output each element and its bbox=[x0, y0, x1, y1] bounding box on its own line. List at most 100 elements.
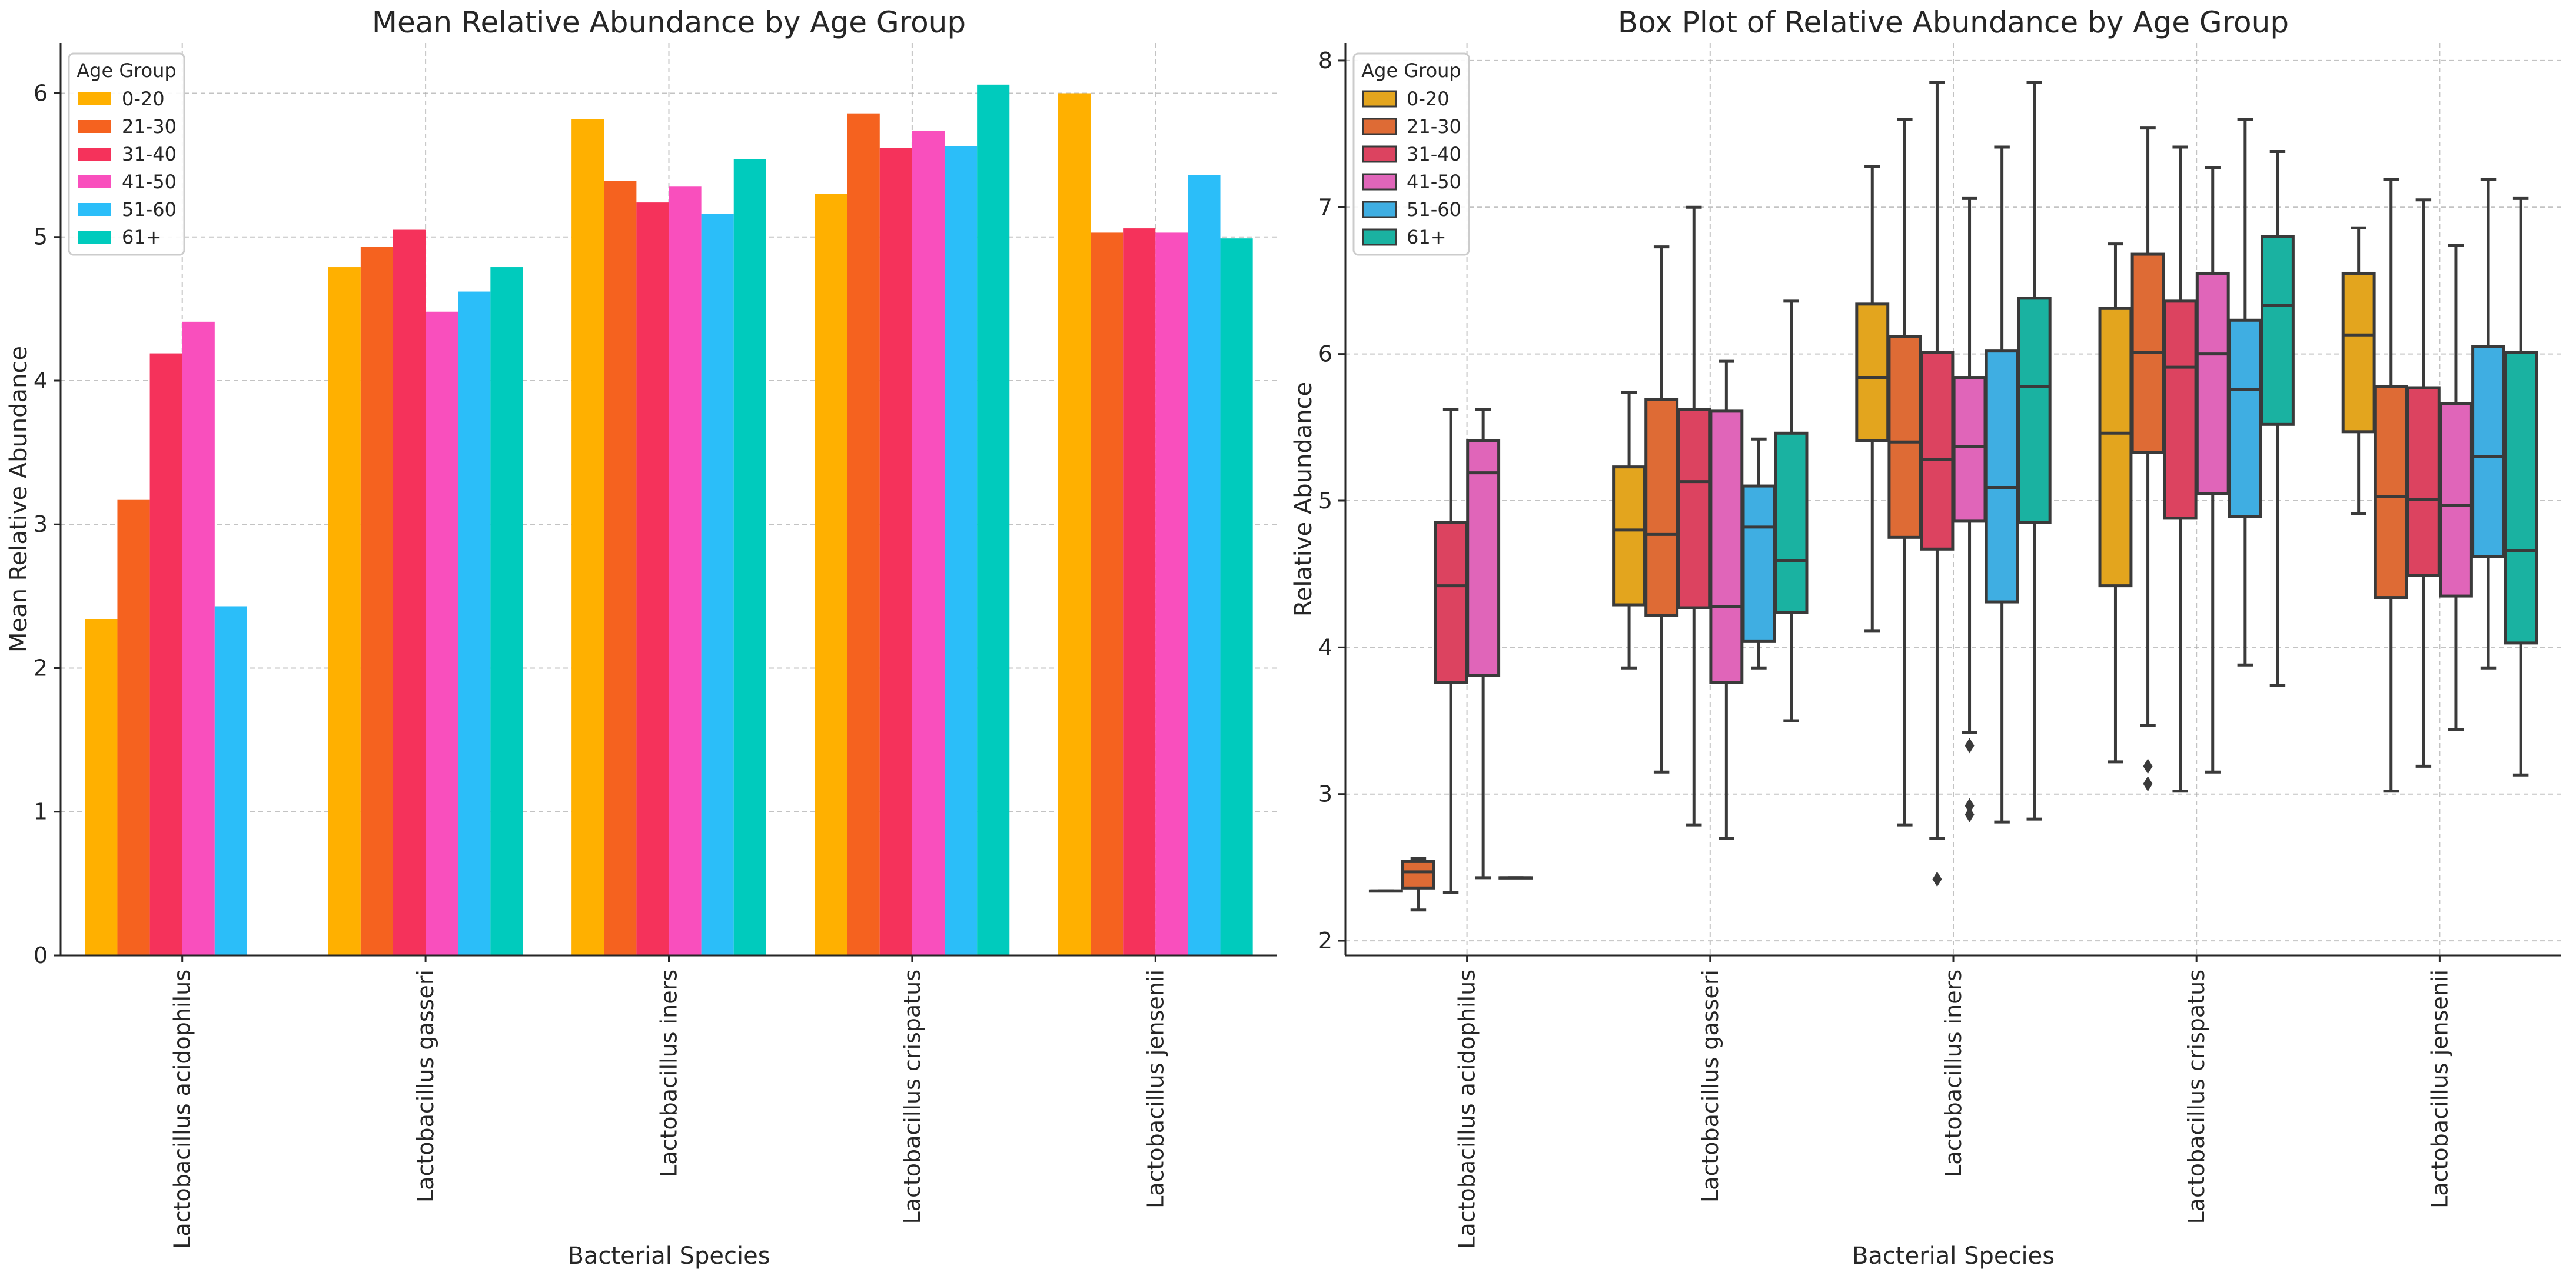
box-body bbox=[2504, 351, 2538, 645]
box bbox=[1677, 205, 1711, 827]
y-tick-label: 3 bbox=[34, 511, 48, 537]
box-body bbox=[1985, 349, 2019, 604]
outlier-point bbox=[2143, 776, 2153, 792]
legend-label: 0-20 bbox=[1407, 88, 1450, 110]
bar bbox=[669, 186, 702, 956]
legend-label: 61+ bbox=[122, 226, 162, 248]
box-body bbox=[1855, 302, 1890, 442]
bar bbox=[1091, 232, 1124, 955]
bar bbox=[117, 499, 150, 955]
legend-title: Age Group bbox=[77, 59, 176, 82]
y-tick-label: 4 bbox=[34, 368, 48, 394]
x-tick-label: Lactobacillus jensenii bbox=[1142, 970, 1168, 1208]
outlier-point bbox=[1965, 807, 1975, 822]
legend-label: 31-40 bbox=[122, 143, 177, 165]
legend-title: Age Group bbox=[1361, 59, 1461, 82]
y-tick-label: 5 bbox=[34, 224, 48, 250]
outlier-point bbox=[2143, 758, 2153, 774]
x-tick-label: Lactobacillus jensenii bbox=[2427, 970, 2452, 1208]
bar bbox=[490, 267, 523, 955]
bar bbox=[733, 159, 766, 955]
bar bbox=[393, 229, 426, 955]
y-tick-label: 3 bbox=[1318, 781, 1332, 807]
box-body bbox=[1741, 484, 1776, 643]
legend-swatch bbox=[1362, 228, 1397, 246]
bar bbox=[1155, 232, 1188, 955]
bar bbox=[458, 291, 491, 955]
bar bbox=[85, 619, 118, 955]
legend-label: 41-50 bbox=[122, 171, 177, 193]
legend-label: 21-30 bbox=[1407, 115, 1461, 138]
x-tick-label: Lactobacillus crispatus bbox=[2183, 970, 2209, 1224]
x-tick-label: Lactobacillus iners bbox=[656, 970, 682, 1177]
legend-swatch bbox=[78, 120, 111, 133]
box-body bbox=[1612, 465, 1647, 607]
bar bbox=[149, 353, 182, 955]
box bbox=[1466, 408, 1501, 880]
x-tick-label: Lactobacillus acidophilus bbox=[1454, 970, 1480, 1249]
box-body bbox=[1709, 409, 1744, 684]
box bbox=[2341, 226, 2376, 515]
legend-label: 0-20 bbox=[122, 88, 165, 110]
box-body bbox=[2017, 297, 2052, 524]
y-tick-label: 7 bbox=[1318, 194, 1332, 220]
legend-label: 41-50 bbox=[1407, 171, 1461, 193]
legend-swatch bbox=[1362, 145, 1397, 163]
x-tick-label: Lactobacillus acidophilus bbox=[169, 970, 195, 1249]
bar bbox=[701, 214, 734, 955]
y-axis-label: Relative Abundance bbox=[1290, 382, 1317, 617]
box bbox=[2374, 178, 2408, 793]
legend-label: 61+ bbox=[1407, 226, 1447, 248]
box bbox=[2017, 81, 2052, 821]
box-body bbox=[2163, 299, 2198, 520]
bar bbox=[636, 202, 669, 956]
legend-swatch bbox=[1362, 201, 1397, 218]
bar bbox=[360, 247, 393, 956]
legend-swatch bbox=[1362, 90, 1397, 108]
box bbox=[1434, 408, 1468, 894]
box-body bbox=[1644, 398, 1679, 617]
bar bbox=[1220, 238, 1253, 956]
chart-title: Mean Relative Abundance by Age Group bbox=[372, 5, 966, 39]
box-body bbox=[1434, 521, 1468, 684]
y-axis-label: Mean Relative Abundance bbox=[5, 346, 32, 652]
box-plot-panel: 2 3 4 5 6 7 8 Lactobacillus acidophilus Lactobac… bbox=[1290, 5, 2561, 1270]
legend-swatch bbox=[1362, 118, 1397, 135]
box-body bbox=[2341, 271, 2376, 434]
box bbox=[1709, 359, 1744, 840]
box-body bbox=[2098, 307, 2133, 588]
bar bbox=[1188, 175, 1221, 956]
box-body bbox=[2374, 384, 2408, 599]
bar bbox=[912, 130, 945, 956]
box bbox=[1855, 164, 1890, 633]
box bbox=[1774, 299, 1809, 722]
bar bbox=[571, 119, 604, 956]
box bbox=[1887, 118, 1922, 827]
bar bbox=[426, 311, 458, 955]
box-body bbox=[2406, 386, 2441, 577]
bar bbox=[182, 321, 215, 955]
box bbox=[2260, 150, 2295, 687]
x-axis-label: Bacterial Species bbox=[567, 1243, 770, 1270]
bar bbox=[977, 84, 1010, 956]
legend: Age Group 0-20 21-30 31-40 41-50 51-60 61+ bbox=[68, 52, 185, 256]
legend-label: 21-30 bbox=[122, 115, 177, 138]
bar bbox=[328, 267, 361, 955]
box-body bbox=[1677, 408, 1711, 609]
bar bbox=[214, 606, 247, 955]
legend-swatch bbox=[78, 92, 111, 105]
x-tick-label: Lactobacillus iners bbox=[1940, 970, 1966, 1177]
legend-swatch bbox=[78, 231, 111, 244]
box bbox=[1985, 145, 2019, 824]
y-tick-label: 2 bbox=[1318, 928, 1332, 954]
outlier-point bbox=[1965, 798, 1975, 814]
legend-label: 51-60 bbox=[122, 198, 177, 221]
bar bbox=[815, 194, 847, 955]
box bbox=[1644, 245, 1679, 774]
x-axis-label: Bacterial Species bbox=[1852, 1243, 2055, 1270]
box bbox=[1612, 390, 1647, 670]
bar bbox=[945, 146, 978, 955]
box-body bbox=[2260, 235, 2295, 426]
box bbox=[2504, 196, 2538, 777]
